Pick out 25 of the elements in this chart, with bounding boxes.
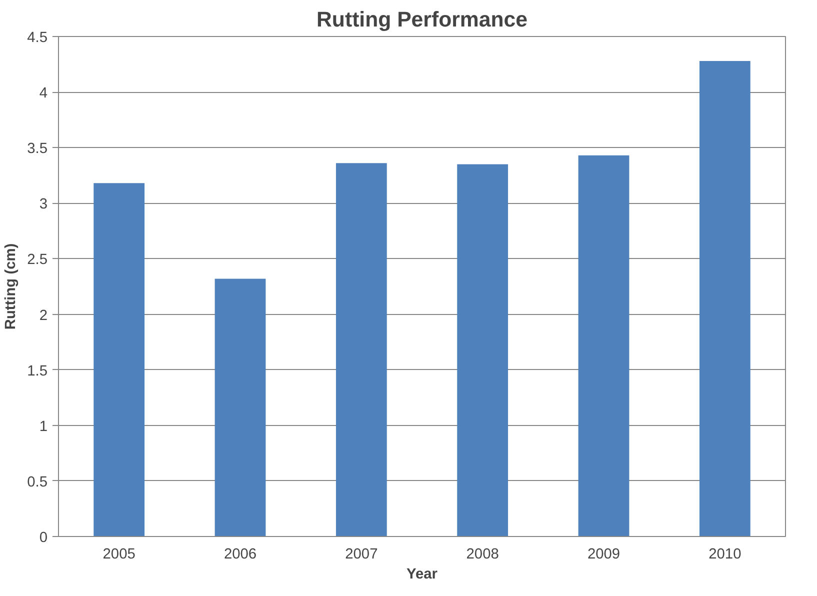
y-tick-label: 2.5: [27, 252, 48, 268]
y-axis-title: Rutting (cm): [3, 243, 20, 330]
x-tick-label: 2010: [708, 546, 742, 562]
x-tick-label: 2007: [345, 546, 378, 562]
bar: [699, 60, 750, 536]
y-tick-label: 4: [39, 86, 48, 102]
bar: [578, 155, 630, 536]
bar: [336, 163, 387, 536]
x-tick-label: 2008: [466, 546, 499, 562]
bar: [457, 164, 508, 536]
y-tick-label: 1: [39, 418, 48, 435]
chart-title: Rutting Performance: [316, 8, 528, 32]
x-tick-label: 2009: [587, 546, 620, 562]
bar: [94, 183, 145, 536]
bar: [214, 278, 266, 536]
y-tick-label: 4.5: [27, 30, 48, 46]
y-tick-label: 0: [39, 530, 48, 546]
y-tick-label: 2: [39, 308, 48, 324]
y-tick-label: 3: [39, 196, 48, 213]
y-tick-label: 0.5: [27, 474, 48, 490]
x-axis-title: Year: [406, 566, 438, 582]
x-tick-label: 2005: [102, 546, 136, 562]
x-tick-label: 2006: [224, 546, 257, 562]
y-tick-label: 3.5: [27, 141, 48, 158]
y-tick-label: 1.5: [27, 363, 48, 380]
